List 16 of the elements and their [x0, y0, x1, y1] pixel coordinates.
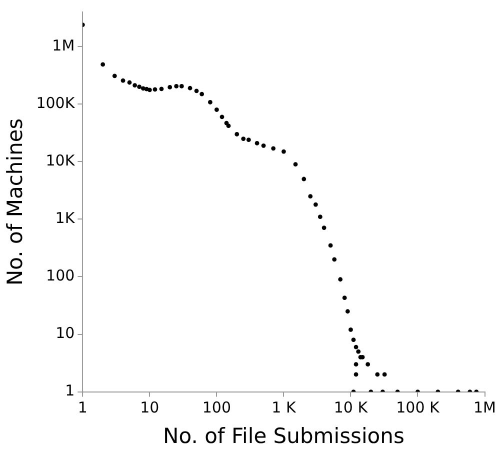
y-tick-label: 100K — [36, 94, 76, 112]
x-tick-label: 100 — [202, 398, 232, 417]
x-tick-label: 100 K — [396, 398, 441, 417]
x-axis-title: No. of File Submissions — [163, 424, 404, 448]
y-tick-label: 1K — [55, 209, 76, 228]
x-tick-label: 10 K — [334, 398, 369, 417]
y-tick-label: 10K — [46, 152, 76, 170]
x-tick-label: 1 K — [272, 398, 297, 417]
y-axis-title: No. of Machines — [3, 118, 28, 286]
x-tick-label: 1M — [474, 398, 496, 417]
x-tick-label: 10 — [140, 398, 160, 417]
y-tick-label: 1 — [65, 382, 75, 400]
y-tick-label: 100 — [46, 266, 75, 285]
x-tick-label: 1 — [78, 398, 88, 417]
y-tick-label: 1M — [52, 36, 75, 55]
y-tick-label: 10 — [56, 324, 75, 342]
